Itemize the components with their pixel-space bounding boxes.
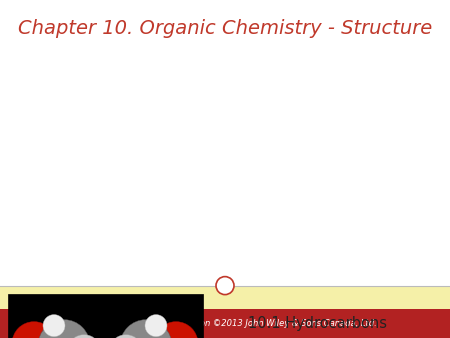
Circle shape xyxy=(43,315,65,337)
Text: 10.1 Hydrocarbons: 10.1 Hydrocarbons xyxy=(248,316,387,331)
Circle shape xyxy=(120,320,172,338)
Text: Chemistry, 2nd Canadian Edition ©2013 John Wiley & Sons Canada, Ltd.: Chemistry, 2nd Canadian Edition ©2013 Jo… xyxy=(73,319,377,328)
Circle shape xyxy=(67,335,101,338)
Text: Chapter 10. Organic Chemistry - Structure: Chapter 10. Organic Chemistry - Structur… xyxy=(18,19,432,38)
Circle shape xyxy=(109,335,143,338)
Circle shape xyxy=(216,276,234,295)
Bar xyxy=(0,286,450,309)
Circle shape xyxy=(154,322,198,338)
Circle shape xyxy=(38,320,90,338)
Bar xyxy=(0,309,450,338)
Circle shape xyxy=(145,315,167,337)
Circle shape xyxy=(12,322,56,338)
Bar xyxy=(8,294,203,338)
Bar xyxy=(0,0,450,286)
